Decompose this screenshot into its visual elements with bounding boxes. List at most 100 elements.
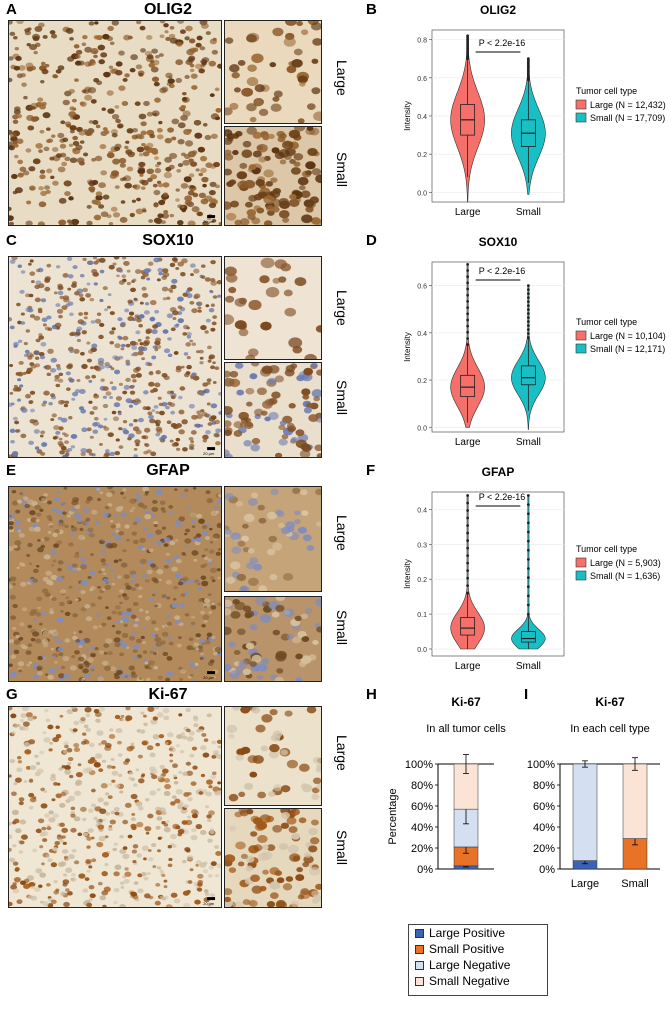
nucleus [225,266,237,276]
nucleus [259,614,272,623]
nucleus [143,450,149,455]
nucleus [235,501,244,507]
nucleus [292,487,301,494]
nucleus [280,822,290,829]
nucleus [124,618,130,623]
nucleus [306,544,315,551]
nucleus [19,819,27,825]
nucleus [162,329,169,334]
nucleus [272,542,283,551]
nucleus [12,882,17,886]
nucleus [108,827,113,831]
nucleus [199,46,206,51]
nucleus [96,841,104,848]
nucleus [300,613,308,620]
nucleus [46,883,51,887]
nucleus [36,268,41,273]
nucleus [217,548,221,551]
nucleus [83,316,88,320]
nucleus [141,573,148,579]
nucleus [183,176,192,183]
nucleus [14,106,21,112]
nucleus [64,769,72,775]
nucleus [116,669,123,675]
nucleus [292,636,302,644]
nucleus [102,512,109,517]
nucleus [107,293,112,297]
nucleus [247,64,257,72]
nucleus [42,731,47,735]
nucleus [225,449,230,457]
nucleus [243,440,252,447]
nucleus [99,143,107,150]
nucleus [66,387,71,391]
nucleus [35,143,43,149]
nucleus [134,101,141,106]
nucleus [176,734,183,739]
nucleus [151,620,157,625]
nucleus [244,610,255,618]
nucleus [226,724,238,734]
nucleus [158,199,166,206]
y-tick-label: 0.2 [417,152,427,159]
panel-letter-d: D [366,232,377,249]
nucleus [256,207,265,214]
nucleus [284,368,295,377]
nucleus [195,42,202,48]
nucleus [137,417,144,423]
nucleus [135,366,142,371]
nucleus [80,678,85,681]
nucleus [214,845,220,849]
nucleus [253,563,263,571]
nucleus [209,540,214,544]
outlier-point [526,557,530,561]
nucleus [295,677,303,681]
nucleus [115,620,121,625]
nucleus [242,523,249,529]
nucleus [159,34,165,39]
nucleus [37,547,44,553]
nucleus [70,806,76,811]
nucleus [137,502,145,508]
nucleus [19,166,27,172]
nucleus [225,295,235,303]
nucleus [10,713,17,719]
nucleus [197,587,203,591]
nucleus [151,355,157,360]
nucleus [114,864,122,870]
nucleus [18,669,23,673]
nucleus [98,835,106,842]
nucleus [58,673,65,679]
p-value-annotation: P < 2.2e-16 [479,492,526,502]
nucleus [74,504,81,510]
nucleus [57,65,65,71]
nucleus [310,363,318,369]
nucleus [97,824,105,830]
nucleus [205,490,211,495]
nucleus [212,533,221,539]
nucleus [179,750,185,754]
outlier-point [526,594,530,598]
nucleus [114,343,121,349]
nucleus [78,656,85,662]
nucleus [152,734,160,740]
nucleus [51,507,58,513]
nucleus [84,707,92,713]
nucleus [208,197,217,204]
nucleus [119,589,125,594]
nucleus [305,161,316,170]
outlier-point [526,316,530,319]
nucleus [209,567,217,574]
nucleus [144,442,148,446]
nucleus [152,324,159,329]
nucleus [82,732,87,736]
nucleus [79,297,86,302]
nucleus [136,638,142,644]
nucleus [246,32,260,43]
nucleus [123,623,128,628]
nucleus [75,771,83,778]
nucleus [119,835,124,839]
